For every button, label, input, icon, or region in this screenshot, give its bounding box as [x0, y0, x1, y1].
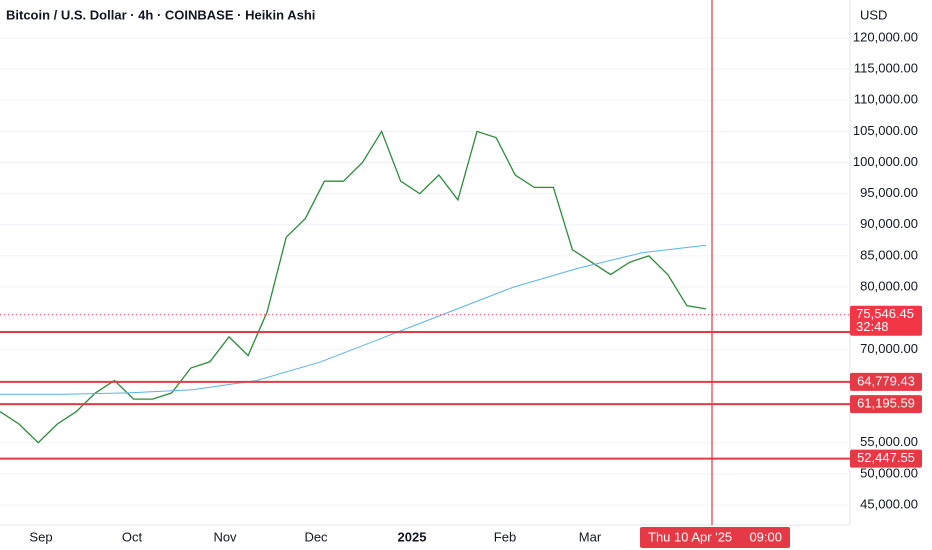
- y-tick-label: 110,000.00: [854, 92, 918, 107]
- level-label: 52,447.55: [857, 450, 915, 465]
- crosshair-date: Thu 10 Apr '25: [648, 529, 732, 544]
- y-tick-label: 70,000.00: [860, 341, 918, 356]
- y-tick-label: 85,000.00: [860, 247, 918, 262]
- x-tick-label: Mar: [579, 529, 602, 544]
- countdown: 32:48: [856, 319, 889, 334]
- level-label-bg: [850, 395, 922, 414]
- level-label: 64,779.43: [857, 373, 915, 388]
- symbol-title: Bitcoin / U.S. Dollar · 4h · COINBASE · …: [6, 7, 315, 22]
- level-label-bg: [850, 372, 922, 391]
- y-tick-label: 45,000.00: [860, 496, 918, 511]
- level-label: 61,195.59: [857, 396, 915, 411]
- crosshair-date-bg: [640, 527, 790, 548]
- y-tick-label: 55,000.00: [860, 434, 918, 449]
- y-tick-label: 115,000.00: [854, 61, 918, 76]
- y-tick-label: 80,000.00: [860, 279, 918, 294]
- y-tick-label: 50,000.00: [860, 465, 918, 480]
- crosshair-time: 09:00: [749, 529, 782, 544]
- y-tick-label: 100,000.00: [853, 154, 918, 169]
- x-tick-label: Oct: [122, 529, 143, 544]
- level-label-bg: [850, 449, 922, 468]
- last-price-bg: [850, 305, 922, 336]
- y-tick-label: 90,000.00: [860, 216, 918, 231]
- x-tick-label: Nov: [213, 529, 237, 544]
- price-line: [0, 129, 707, 444]
- x-tick-label: 2025: [398, 529, 427, 544]
- x-tick-label: Dec: [304, 529, 328, 544]
- x-tick-label: Sep: [29, 529, 52, 544]
- last-price-label: 75,546.45: [856, 306, 914, 321]
- price-line: [0, 244, 707, 395]
- x-tick-label: Feb: [494, 529, 516, 544]
- currency: USD: [860, 7, 887, 22]
- y-tick-label: 120,000.00: [853, 29, 918, 44]
- y-tick-label: 95,000.00: [860, 185, 918, 200]
- y-tick-label: 105,000.00: [853, 123, 918, 138]
